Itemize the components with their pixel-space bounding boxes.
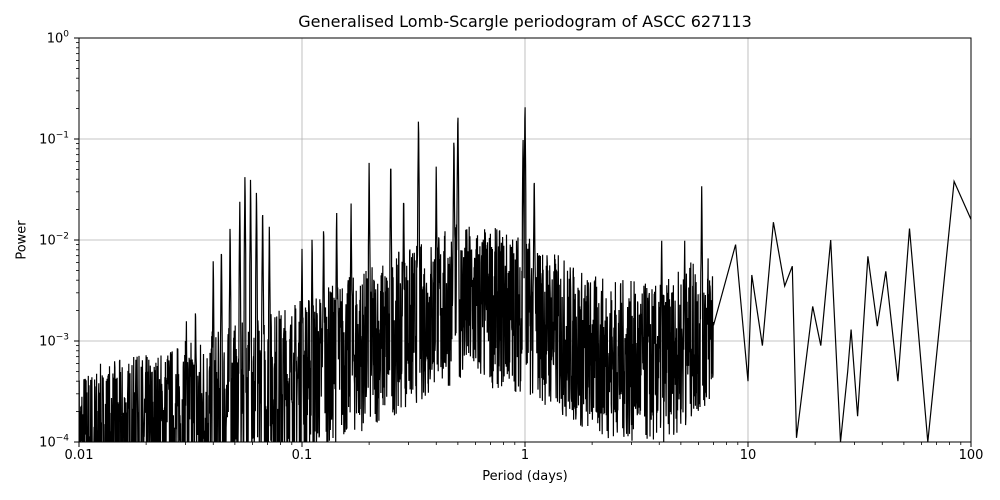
x-tick-label: 0.1 [291, 448, 313, 463]
axis-ticks [74, 37, 972, 447]
x-tick-label: 10 [739, 448, 757, 463]
y-tick-label: 10−1 [39, 130, 69, 148]
y-tick-label: 10−2 [39, 231, 69, 249]
y-tick-label: 10−3 [39, 332, 69, 350]
x-tick-label: 1 [520, 448, 530, 463]
y-axis-label: Power [14, 220, 30, 260]
y-tick-label: 10−4 [39, 433, 69, 451]
chart-title: Generalised Lomb-Scargle periodogram of … [298, 12, 752, 31]
x-axis-label: Period (days) [482, 469, 568, 484]
x-tick-label: 100 [958, 448, 984, 463]
y-tick-label: 100 [46, 29, 69, 47]
periodogram-line [79, 107, 971, 442]
x-tick-label: 0.01 [64, 448, 94, 463]
